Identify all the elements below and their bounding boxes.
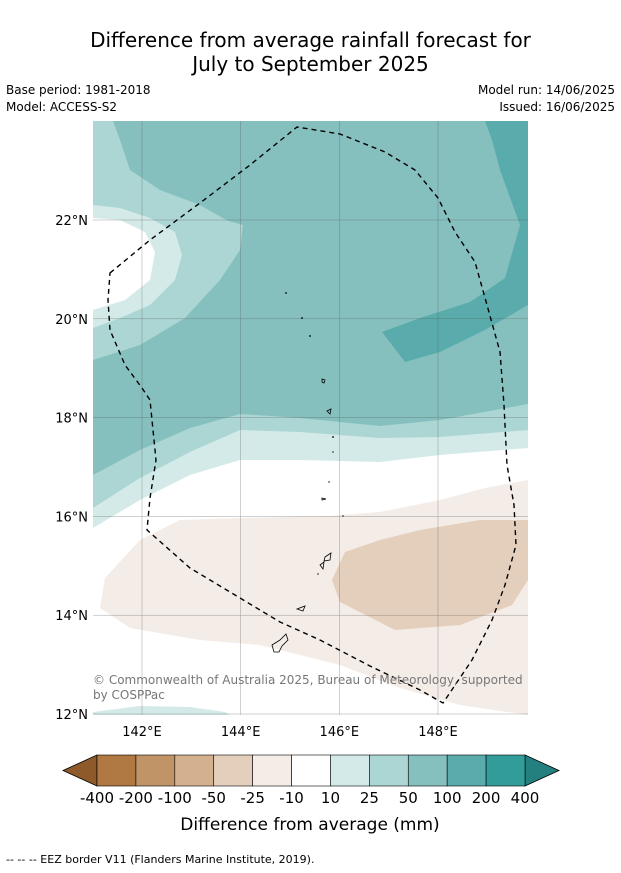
meta-right: Model run: 14/06/2025 Issued: 16/06/2025 (478, 82, 615, 116)
lat-label: 16°N (55, 510, 88, 525)
colorbar-tick-label: 100 (433, 789, 462, 807)
island-tinian (319, 561, 325, 571)
colorbar-swatch (174, 754, 215, 787)
colorbar-swatch (291, 754, 331, 787)
colorbar-swatch (330, 754, 370, 787)
island-3 (321, 497, 327, 501)
colorbar-tick-label: 10 (321, 789, 340, 807)
lon-label: 148°E (418, 725, 458, 740)
base-period: Base period: 1981-2018 (6, 83, 151, 97)
band-50-100 (93, 121, 528, 475)
latitude-labels: 22°N 20°N 18°N 16°N 14°N 12°N (55, 214, 88, 723)
issued-date: Issued: 16/06/2025 (499, 100, 615, 114)
colorbar-tick-label: -200 (119, 789, 153, 807)
colorbar-swatch (252, 754, 292, 787)
colorbar-tick-label: 200 (472, 789, 501, 807)
colorbar-tick-label: -10 (279, 789, 304, 807)
model-run: Model run: 14/06/2025 (477, 83, 615, 97)
lat-label: 22°N (55, 214, 88, 229)
colorbar-tick-label: -25 (240, 789, 265, 807)
colorbar-swatch (485, 754, 526, 787)
island-rota (295, 605, 306, 612)
colorbar-tick-label: 50 (399, 789, 418, 807)
colorbar (62, 754, 560, 787)
eez-border (107, 126, 517, 704)
colorbar-tick-label: 400 (511, 789, 540, 807)
lon-label: 144°E (221, 725, 261, 740)
colorbar-extend-high (524, 754, 560, 787)
lon-label: 146°E (320, 725, 360, 740)
colorbar-tick-label: -400 (80, 789, 114, 807)
model-name: Model: ACCESS-S2 (6, 100, 118, 114)
islands (271, 378, 332, 653)
colorbar-swatch (407, 754, 448, 787)
colorbar-tick-label: -50 (201, 789, 226, 807)
colorbar-swatch (213, 754, 253, 787)
lon-label: 142°E (122, 725, 162, 740)
colorbar-swatch (135, 754, 176, 787)
island-2 (326, 408, 332, 415)
colorbar-tick-labels: -400 -200 -100 -50 -25 -10 10 25 50 100 200 400 (80, 789, 539, 807)
lat-label: 12°N (55, 708, 88, 723)
island-guam (271, 633, 289, 653)
longitude-labels: 142°E 144°E 146°E 148°E (122, 725, 458, 740)
copyright-line-1: © Commonwealth of Australia 2025, Bureau… (93, 673, 523, 687)
colorbar-swatch (369, 754, 409, 787)
band-100-200 (382, 121, 528, 362)
legend-title: Difference from average (mm) (180, 815, 439, 835)
island-saipan (323, 552, 332, 562)
lat-label: 18°N (55, 412, 88, 427)
copyright-line-2: by COSPPac (93, 688, 165, 702)
eez-footnote: -- -- -- EEZ border V11 (Flanders Marine… (6, 853, 315, 866)
rainfall-map: © Commonwealth of Australia 2025, Bureau… (93, 121, 528, 715)
meta-left: Base period: 1981-2018 Model: ACCESS-S2 (6, 82, 151, 116)
colorbar-swatch (446, 754, 487, 787)
colorbar-swatch (96, 754, 137, 787)
lat-label: 20°N (55, 313, 88, 328)
colorbar-tick-label: -100 (158, 789, 192, 807)
map-title: Difference from average rainfall forecas… (0, 28, 621, 76)
lat-label: 14°N (55, 609, 88, 624)
title-line-1: Difference from average rainfall forecas… (90, 28, 531, 52)
west-band-white (93, 218, 155, 310)
graticule (93, 121, 528, 715)
island-1 (321, 378, 326, 384)
island-dots (285, 292, 344, 575)
colorbar-extend-low (62, 754, 98, 787)
title-line-2: July to September 2025 (192, 52, 429, 76)
colorbar-tick-label: 25 (360, 789, 379, 807)
band-neg-50-25 (332, 520, 528, 630)
band-south-10-25 (93, 706, 230, 715)
